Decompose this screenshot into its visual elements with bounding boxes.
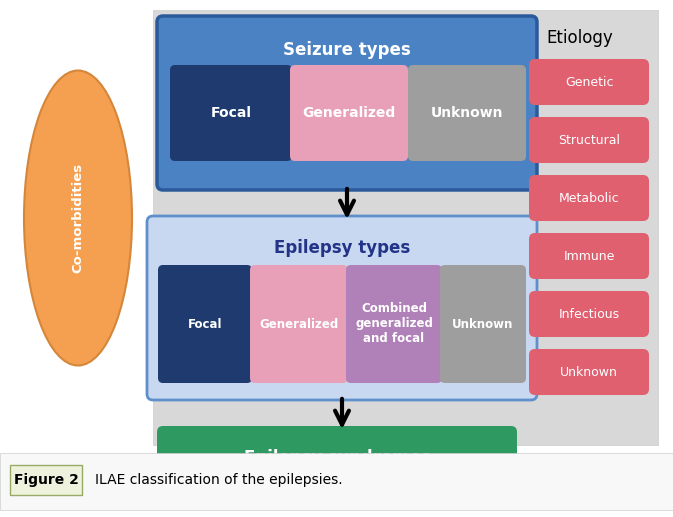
- Text: Unknown: Unknown: [452, 317, 513, 330]
- FancyBboxPatch shape: [0, 453, 673, 510]
- Text: Epilepsy types: Epilepsy types: [274, 239, 410, 257]
- Ellipse shape: [24, 70, 132, 366]
- FancyBboxPatch shape: [290, 65, 408, 161]
- Text: Unknown: Unknown: [560, 366, 618, 378]
- FancyBboxPatch shape: [440, 265, 526, 383]
- FancyBboxPatch shape: [157, 426, 517, 490]
- Text: Generalized: Generalized: [259, 317, 339, 330]
- Text: Structural: Structural: [558, 133, 620, 146]
- Text: Generalized: Generalized: [302, 106, 396, 120]
- Text: Etiology: Etiology: [546, 29, 613, 47]
- Text: Metabolic: Metabolic: [559, 191, 619, 205]
- FancyBboxPatch shape: [529, 233, 649, 279]
- Text: Immune: Immune: [563, 250, 614, 263]
- FancyBboxPatch shape: [158, 265, 252, 383]
- Text: Combined
generalized
and focal: Combined generalized and focal: [355, 302, 433, 345]
- Text: Focal: Focal: [188, 317, 222, 330]
- FancyBboxPatch shape: [170, 65, 292, 161]
- FancyBboxPatch shape: [529, 59, 649, 105]
- Text: ILAE classification of the epilepsies.: ILAE classification of the epilepsies.: [95, 473, 343, 487]
- FancyBboxPatch shape: [408, 65, 526, 161]
- FancyBboxPatch shape: [529, 291, 649, 337]
- Text: Figure 2: Figure 2: [13, 473, 79, 487]
- Text: Seizure types: Seizure types: [283, 41, 411, 59]
- FancyBboxPatch shape: [346, 265, 442, 383]
- FancyBboxPatch shape: [153, 10, 658, 445]
- Text: Unknown: Unknown: [431, 106, 503, 120]
- Text: Focal: Focal: [211, 106, 252, 120]
- FancyBboxPatch shape: [529, 175, 649, 221]
- FancyBboxPatch shape: [250, 265, 348, 383]
- FancyBboxPatch shape: [10, 465, 82, 495]
- Text: Co-morbidities: Co-morbidities: [71, 163, 85, 273]
- FancyBboxPatch shape: [157, 16, 537, 190]
- FancyBboxPatch shape: [529, 117, 649, 163]
- FancyBboxPatch shape: [147, 216, 537, 400]
- Text: Epilepsy syndromes: Epilepsy syndromes: [244, 449, 431, 467]
- Text: Genetic: Genetic: [565, 75, 613, 88]
- Text: Infectious: Infectious: [559, 308, 620, 321]
- FancyBboxPatch shape: [529, 349, 649, 395]
